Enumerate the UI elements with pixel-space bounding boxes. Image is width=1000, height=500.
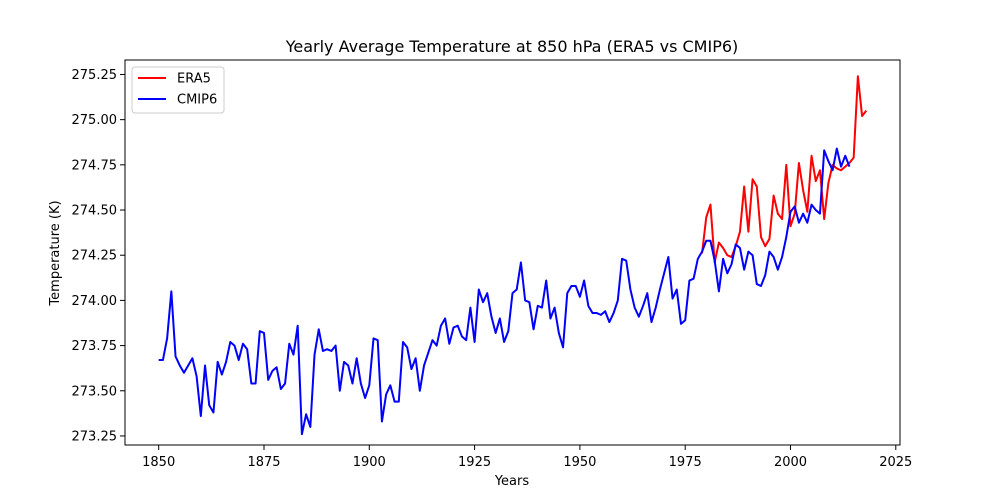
y-tick-label: 273.75 <box>72 339 118 354</box>
y-tick-label: 275.25 <box>72 68 118 83</box>
y-axis-label: Temperature (K) <box>48 200 63 306</box>
y-axis: 273.25 273.50 273.75 274.00 274.25 274.50 274.… <box>72 68 125 444</box>
y-tick-label: 274.50 <box>72 204 118 219</box>
x-tick-label: 1925 <box>458 455 491 470</box>
plot-frame <box>124 59 901 446</box>
x-tick-label: 1975 <box>669 455 702 470</box>
x-axis: 1850 1875 1900 1925 1950 1975 2000 2025 <box>142 445 912 470</box>
chart-title: Yearly Average Temperature at 850 hPa (E… <box>285 37 739 56</box>
series-line-cmip6 <box>158 147 851 436</box>
y-tick-label: 273.50 <box>72 384 118 399</box>
plot-area <box>124 59 901 446</box>
x-tick-label: 1875 <box>247 455 280 470</box>
x-tick-label: 1900 <box>353 455 386 470</box>
series-line-era5 <box>701 75 868 264</box>
legend-label-era5: ERA5 <box>177 72 211 87</box>
y-tick-label: 274.25 <box>72 249 118 264</box>
x-tick-label: 1850 <box>142 455 175 470</box>
x-tick-label: 2025 <box>879 455 912 470</box>
y-tick-label: 273.25 <box>72 429 118 444</box>
legend: ERA5 CMIP6 <box>131 66 225 114</box>
x-tick-label: 2000 <box>774 455 807 470</box>
legend-label-cmip6: CMIP6 <box>177 93 217 108</box>
y-tick-label: 274.75 <box>72 158 118 173</box>
y-tick-label: 275.00 <box>72 113 118 128</box>
x-tick-label: 1950 <box>563 455 596 470</box>
x-axis-label: Years <box>494 474 530 489</box>
y-tick-label: 274.00 <box>72 294 118 309</box>
